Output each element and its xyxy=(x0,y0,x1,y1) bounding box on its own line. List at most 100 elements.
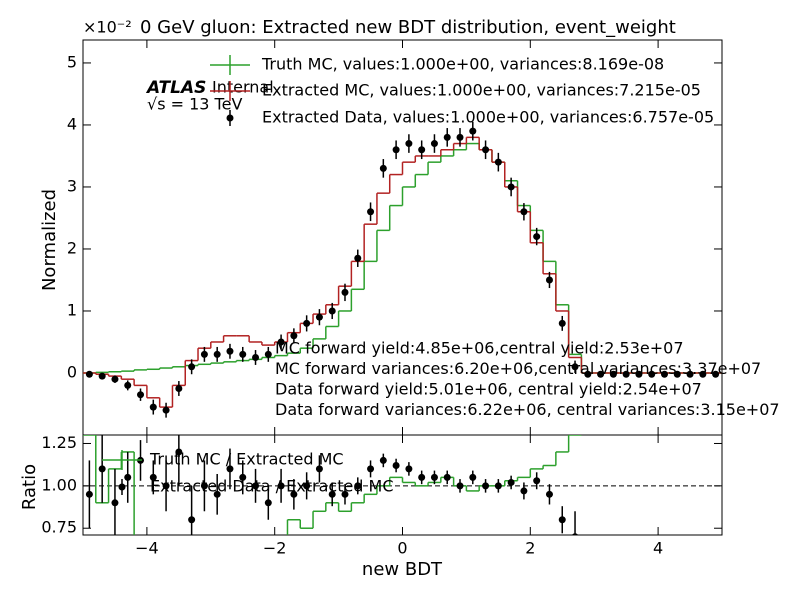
data-point xyxy=(98,465,106,473)
legend-swatch xyxy=(118,483,126,491)
data-point xyxy=(456,133,464,141)
data-point xyxy=(124,473,132,481)
y-tick-label: 5 xyxy=(67,52,77,71)
data-point xyxy=(494,158,502,166)
data-point xyxy=(213,490,221,498)
data-point xyxy=(699,370,707,378)
data-point xyxy=(175,448,183,456)
y-tick-label: 0 xyxy=(67,362,77,381)
data-point xyxy=(571,363,579,371)
chart-title: 0 GeV gluon: Extracted new BDT distribut… xyxy=(140,17,676,38)
data-point xyxy=(392,462,400,470)
plot-area xyxy=(83,121,722,418)
data-point xyxy=(264,350,272,358)
data-point xyxy=(213,350,221,358)
data-point xyxy=(175,384,183,392)
data-point xyxy=(226,465,234,473)
y-axis-label: Normalized xyxy=(39,189,60,291)
data-point xyxy=(328,307,336,315)
data-point xyxy=(597,370,605,378)
data-point xyxy=(354,482,362,490)
data-point xyxy=(379,164,387,172)
data-point xyxy=(149,473,157,481)
data-point xyxy=(545,276,553,284)
data-point xyxy=(111,499,119,507)
data-point xyxy=(315,313,323,321)
x-tick-label: −2 xyxy=(263,539,287,558)
data-point xyxy=(507,478,515,486)
annotation: Data forward yield:5.01e+06, central yie… xyxy=(275,380,702,399)
data-point xyxy=(443,133,451,141)
data-point xyxy=(124,381,132,389)
data-point xyxy=(405,140,413,148)
data-point xyxy=(558,516,566,524)
data-point xyxy=(545,490,553,498)
data-point xyxy=(239,350,247,358)
data-point xyxy=(303,482,311,490)
annotation: Data forward variances:6.22e+06, central… xyxy=(275,400,780,419)
y-tick-label: 1 xyxy=(67,300,77,319)
data-point xyxy=(430,140,438,148)
data-point xyxy=(507,183,515,191)
data-point xyxy=(303,319,311,327)
data-point xyxy=(341,288,349,296)
data-point xyxy=(239,473,247,481)
annotation: MC forward yield:4.85e+06,central yield:… xyxy=(275,339,684,358)
data-point xyxy=(200,482,208,490)
data-point xyxy=(648,370,656,378)
data-point xyxy=(149,403,157,411)
data-point xyxy=(482,146,490,154)
data-point xyxy=(405,465,413,473)
data-point xyxy=(584,370,592,378)
data-point xyxy=(418,473,426,481)
data-point xyxy=(712,370,720,378)
data-point xyxy=(264,499,272,507)
data-point xyxy=(277,482,285,490)
data-point xyxy=(315,465,323,473)
legend-label: Truth MC / Extracted MC xyxy=(149,450,344,469)
data-point xyxy=(137,391,145,399)
x-tick-label: −4 xyxy=(135,539,159,558)
data-point xyxy=(430,473,438,481)
data-point xyxy=(226,347,234,355)
data-point xyxy=(188,516,196,524)
y-offset-label: ×10⁻² xyxy=(83,18,132,37)
data-point xyxy=(520,487,528,495)
data-point xyxy=(252,482,260,490)
data-point xyxy=(379,456,387,464)
data-point xyxy=(367,465,375,473)
x-axis-label: new BDT xyxy=(362,559,443,580)
data-point xyxy=(367,208,375,216)
data-point xyxy=(341,490,349,498)
data-point xyxy=(328,490,336,498)
data-point xyxy=(290,490,298,498)
data-point xyxy=(111,375,119,383)
legend-label: Extracted Data, values:1.000e+00, varian… xyxy=(262,108,714,127)
data-point xyxy=(200,350,208,358)
x-tick-label: 2 xyxy=(525,539,535,558)
data-point xyxy=(635,370,643,378)
data-point xyxy=(354,254,362,262)
legend-label: Extracted Data / Extracted MC xyxy=(150,477,394,496)
ratio-y-axis-label: Ratio xyxy=(19,464,40,510)
data-point xyxy=(188,363,196,371)
data-point xyxy=(98,372,106,380)
y-tick-label: 4 xyxy=(67,114,77,133)
legend-label: Extracted MC, values:1.000e+00, variance… xyxy=(262,81,701,100)
x-tick-label: 4 xyxy=(653,539,663,558)
annotation: MC forward variances:6.20e+06,central va… xyxy=(275,359,761,378)
data-point xyxy=(392,146,400,154)
data-point xyxy=(85,490,93,498)
data-point xyxy=(533,233,541,241)
data-point xyxy=(469,127,477,135)
data-point xyxy=(494,482,502,490)
data-point xyxy=(456,482,464,490)
data-point xyxy=(418,146,426,154)
data-point xyxy=(686,370,694,378)
plot-area xyxy=(83,435,722,535)
legend-label: Truth MC, values:1.000e+00, variances:8.… xyxy=(261,55,664,74)
data-point xyxy=(660,370,668,378)
data-point xyxy=(443,473,451,481)
data-point xyxy=(520,208,528,216)
